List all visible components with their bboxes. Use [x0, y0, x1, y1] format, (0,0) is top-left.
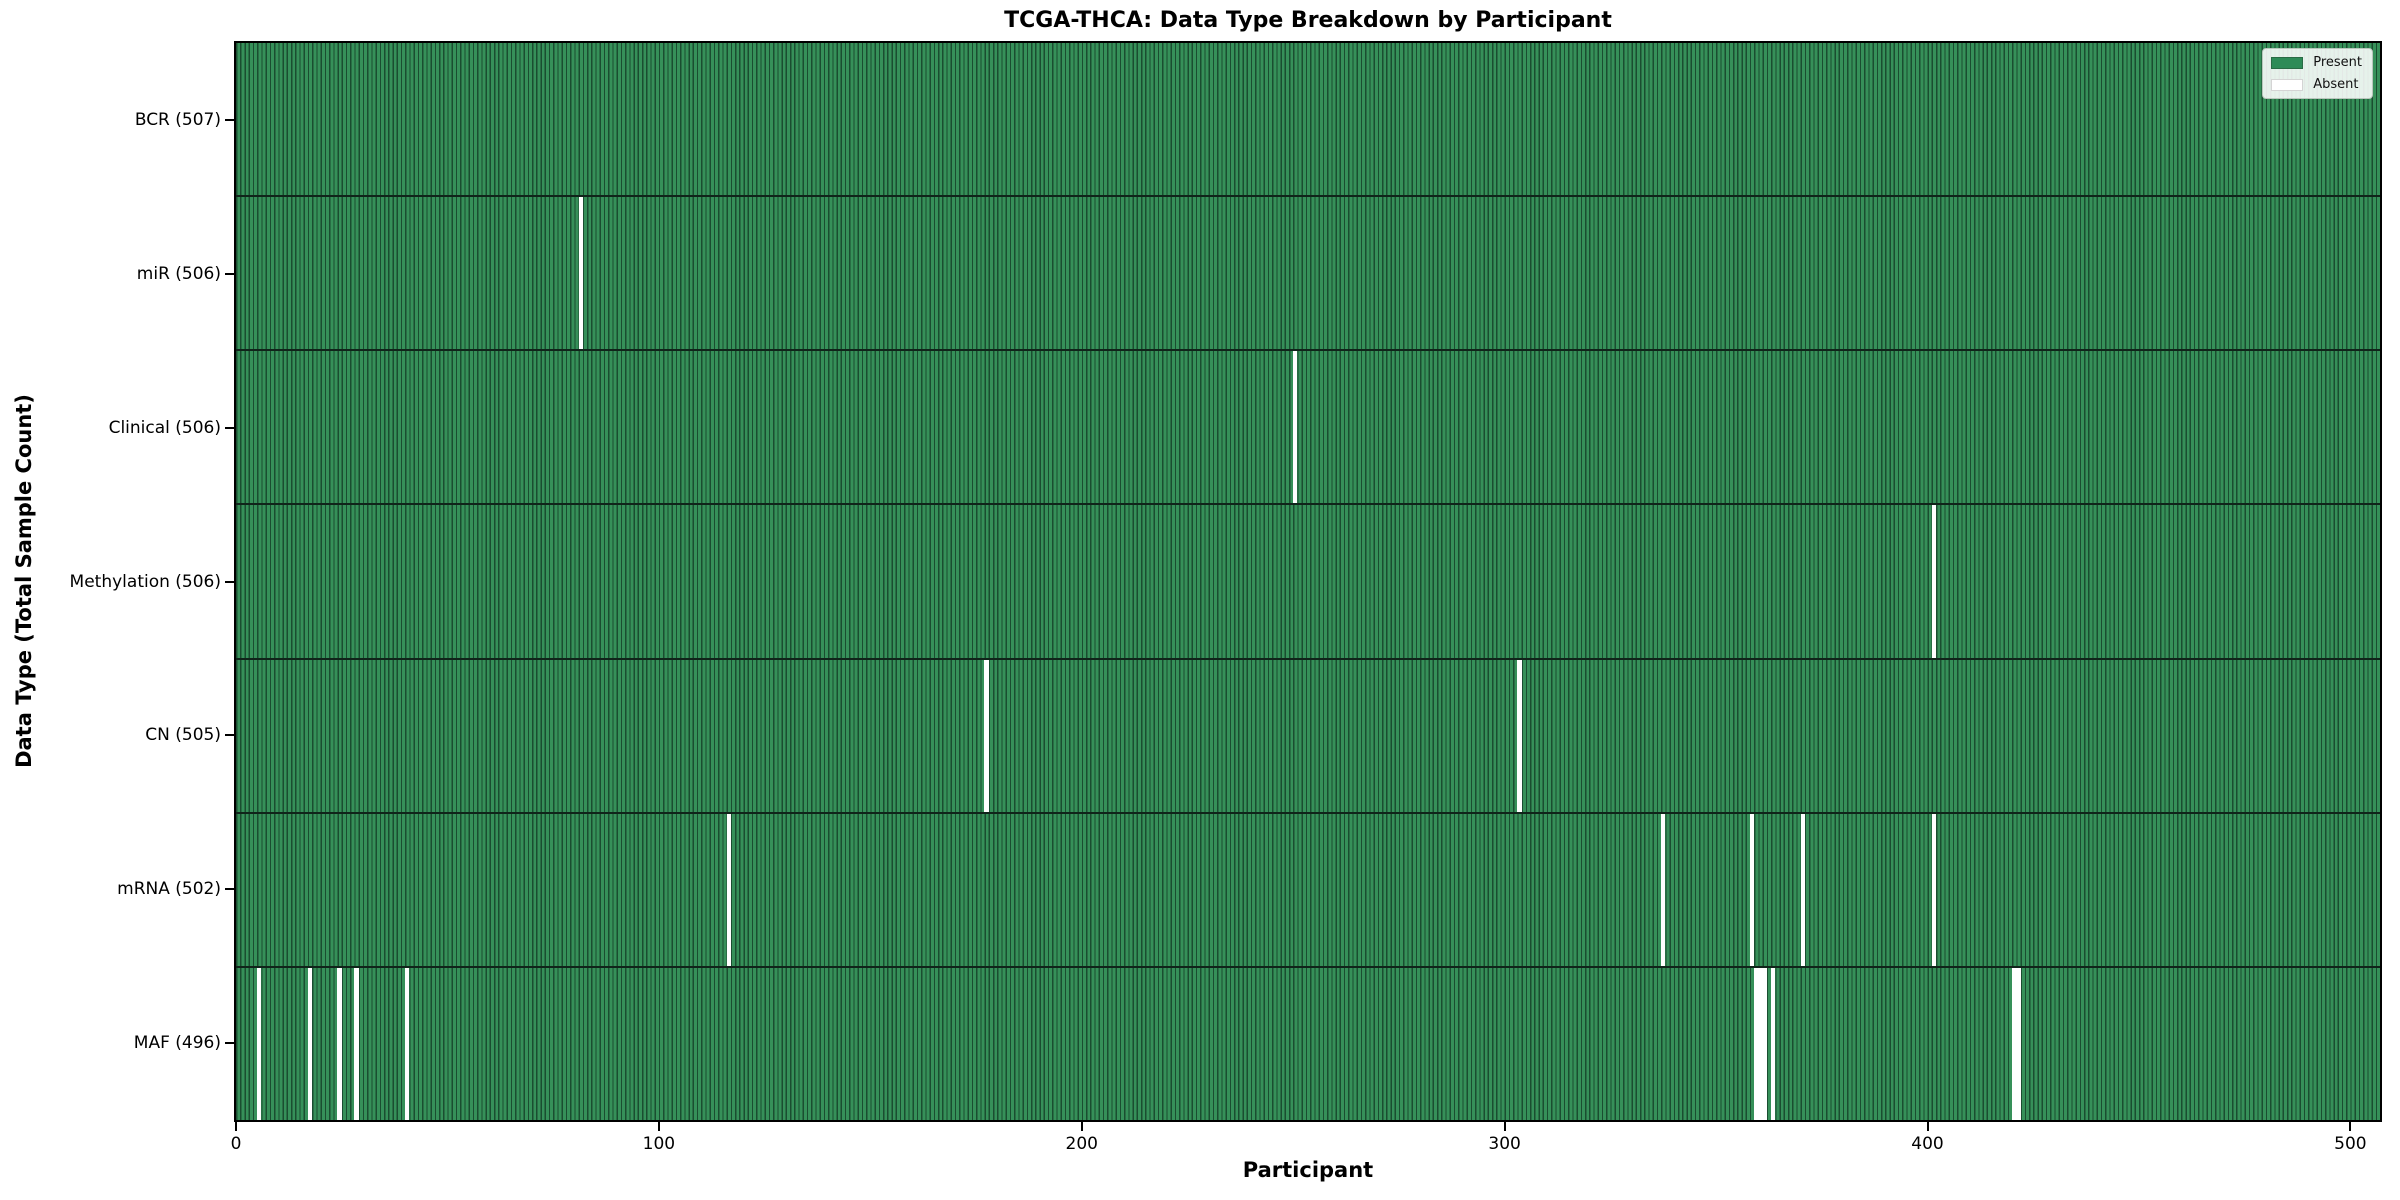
heatmap-row-bcr: [236, 43, 2380, 198]
absent-stripe: [257, 967, 262, 1120]
x-tick-mark: [2349, 1122, 2352, 1131]
absent-stripe: [1931, 813, 1936, 966]
y-tick-label-mrna: mRNA (502): [117, 879, 221, 900]
y-tick-mark: [225, 734, 234, 737]
x-tick-label-200: 200: [1065, 1134, 1098, 1154]
x-tick-label-400: 400: [1911, 1134, 1944, 1154]
absent-stripe: [1517, 659, 1522, 812]
x-axis-label: Participant: [1242, 1158, 1374, 1182]
x-tick-mark: [657, 1122, 660, 1131]
heatmap-row-mir: [236, 197, 2380, 352]
absent-stripe: [2012, 967, 2017, 1120]
y-tick-mark: [225, 1042, 234, 1045]
y-tick-label-clinical: Clinical (506): [108, 417, 221, 438]
absent-stripe: [354, 967, 359, 1120]
x-tick-label-500: 500: [2334, 1134, 2367, 1154]
absent-swatch: [2271, 78, 2304, 91]
present-swatch: [2271, 56, 2304, 69]
absent-stripe: [984, 659, 989, 812]
x-tick-label-100: 100: [642, 1134, 676, 1154]
heatmap-row-methylation: [236, 505, 2380, 660]
absent-stripe: [1771, 967, 1776, 1120]
legend: Present Absent: [2262, 48, 2373, 99]
y-tick-label-cn: CN (505): [145, 725, 221, 746]
legend-label-present: Present: [2313, 55, 2362, 70]
x-tick-label-0: 0: [230, 1134, 242, 1154]
y-tick-label-methylation: Methylation (506): [69, 571, 221, 592]
absent-stripe: [337, 967, 342, 1120]
plot-area: Present Absent: [234, 41, 2382, 1122]
x-tick-mark: [1926, 1122, 1929, 1131]
absent-stripe: [578, 197, 583, 350]
x-tick-label-300: 300: [1488, 1134, 1521, 1154]
absent-stripe: [2016, 967, 2021, 1120]
y-tick-mark: [225, 272, 234, 275]
absent-stripe: [1931, 505, 1936, 658]
absent-stripe: [1754, 967, 1759, 1120]
x-tick-mark: [235, 1122, 237, 1131]
legend-item-absent: Absent: [2271, 77, 2362, 92]
absent-stripe: [1749, 813, 1755, 966]
absent-stripe: [1800, 813, 1805, 966]
y-tick-mark: [225, 118, 234, 121]
y-tick-mark: [225, 888, 234, 891]
heatmap-row-maf: [236, 967, 2380, 1120]
y-tick-label-maf: MAF (496): [133, 1033, 221, 1054]
absent-stripe: [1661, 813, 1666, 966]
absent-stripe: [726, 813, 731, 966]
heatmap-row-mrna: [236, 813, 2380, 968]
absent-stripe: [1762, 967, 1767, 1120]
x-tick-mark: [1080, 1122, 1083, 1131]
absent-stripe: [1758, 967, 1763, 1120]
heatmap-row-clinical: [236, 351, 2380, 506]
chart-title: TCGA-THCA: Data Type Breakdown by Partic…: [1004, 8, 1612, 33]
legend-item-present: Present: [2271, 55, 2362, 70]
absent-stripe: [1293, 351, 1298, 504]
y-tick-label-mir: miR (506): [136, 263, 221, 284]
x-tick-mark: [1503, 1122, 1506, 1131]
heatmap-row-cn: [236, 659, 2380, 814]
y-tick-mark: [225, 580, 234, 583]
y-tick-mark: [225, 426, 234, 429]
y-tick-label-bcr: BCR (507): [134, 109, 221, 130]
heatmap-rows: [236, 43, 2380, 1120]
absent-stripe: [307, 967, 313, 1120]
absent-stripe: [405, 967, 410, 1120]
legend-label-absent: Absent: [2313, 77, 2359, 92]
